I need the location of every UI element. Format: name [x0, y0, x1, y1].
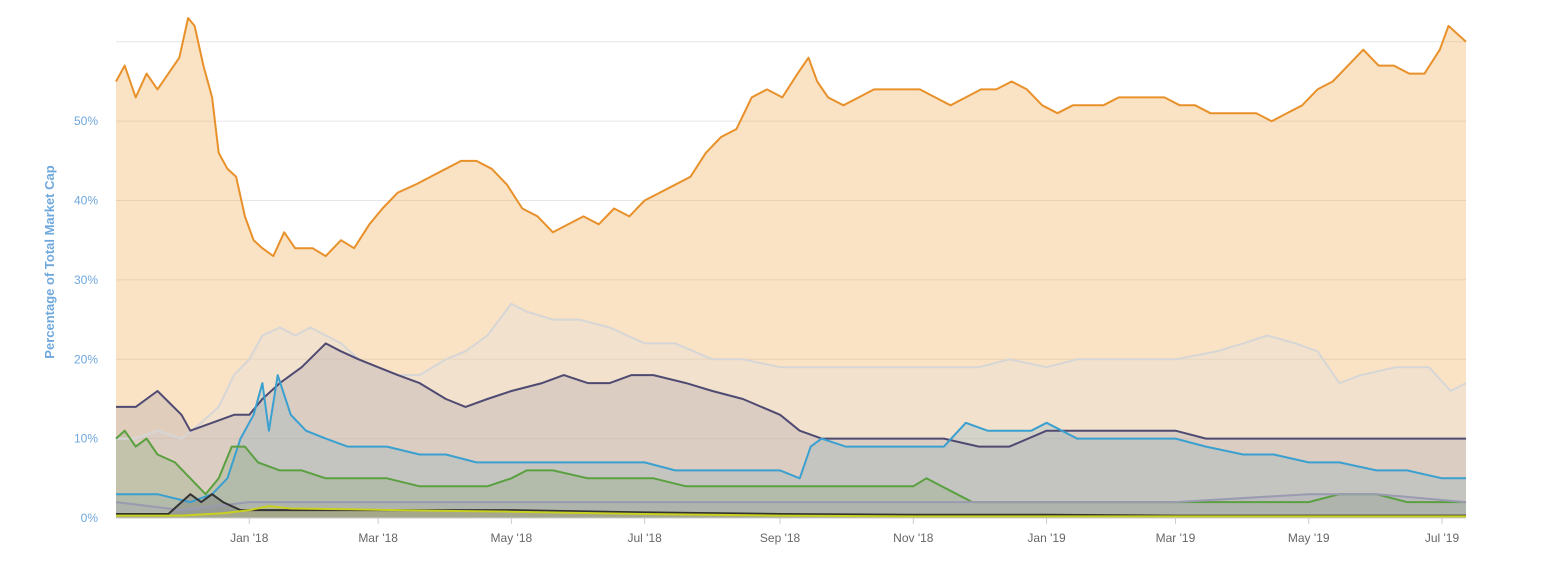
- y-axis-title: Percentage of Total Market Cap: [42, 165, 57, 358]
- y-tick-label: 0%: [81, 511, 99, 525]
- y-tick-label: 20%: [74, 352, 98, 366]
- series-6-line: [115, 493, 1467, 512]
- x-tick-label: May '19: [1288, 531, 1330, 545]
- x-tick-label: Jul '19: [1425, 531, 1460, 545]
- series-3-line: [116, 342, 1466, 448]
- series-2-line: [116, 302, 1467, 440]
- series-8-line: [116, 505, 1466, 518]
- x-tick-label: Jan '18: [230, 531, 269, 545]
- series-8-area: [116, 506, 1466, 518]
- series-3-area: [116, 343, 1466, 518]
- x-tick-label: Mar '19: [1156, 531, 1196, 545]
- series-6-area: [116, 494, 1466, 518]
- x-tick-label: Sep '18: [760, 531, 801, 545]
- series-areas: [116, 18, 1466, 518]
- x-tick-label: Jul '18: [627, 531, 662, 545]
- x-tick-label: Mar '18: [358, 531, 398, 545]
- series-7-area: [116, 494, 1466, 518]
- x-tick-label: Nov '18: [893, 531, 934, 545]
- series-4-area: [116, 375, 1466, 518]
- y-tick-label: 40%: [74, 194, 98, 208]
- series-lines: [115, 17, 1467, 518]
- y-tick-label: 10%: [74, 432, 98, 446]
- series-1-area: [116, 18, 1466, 518]
- y-tick-label: 30%: [74, 273, 98, 287]
- series-4-line: [116, 374, 1466, 504]
- series-1-line: [115, 17, 1467, 258]
- series-5-area: [116, 430, 1466, 518]
- grid-lines: [116, 41, 1466, 519]
- y-tick-label: 50%: [74, 114, 98, 128]
- x-axis-ticks: Jan '18 Mar '18 May '18 Jul '18 Sep '18 Nov '…: [230, 518, 1459, 545]
- x-tick-label: May '18: [491, 531, 533, 545]
- x-tick-label: Jan '19: [1027, 531, 1066, 545]
- y-axis-ticks: 0% 10% 20% 30% 40% 50%: [74, 114, 98, 525]
- series-7-line: [116, 493, 1466, 517]
